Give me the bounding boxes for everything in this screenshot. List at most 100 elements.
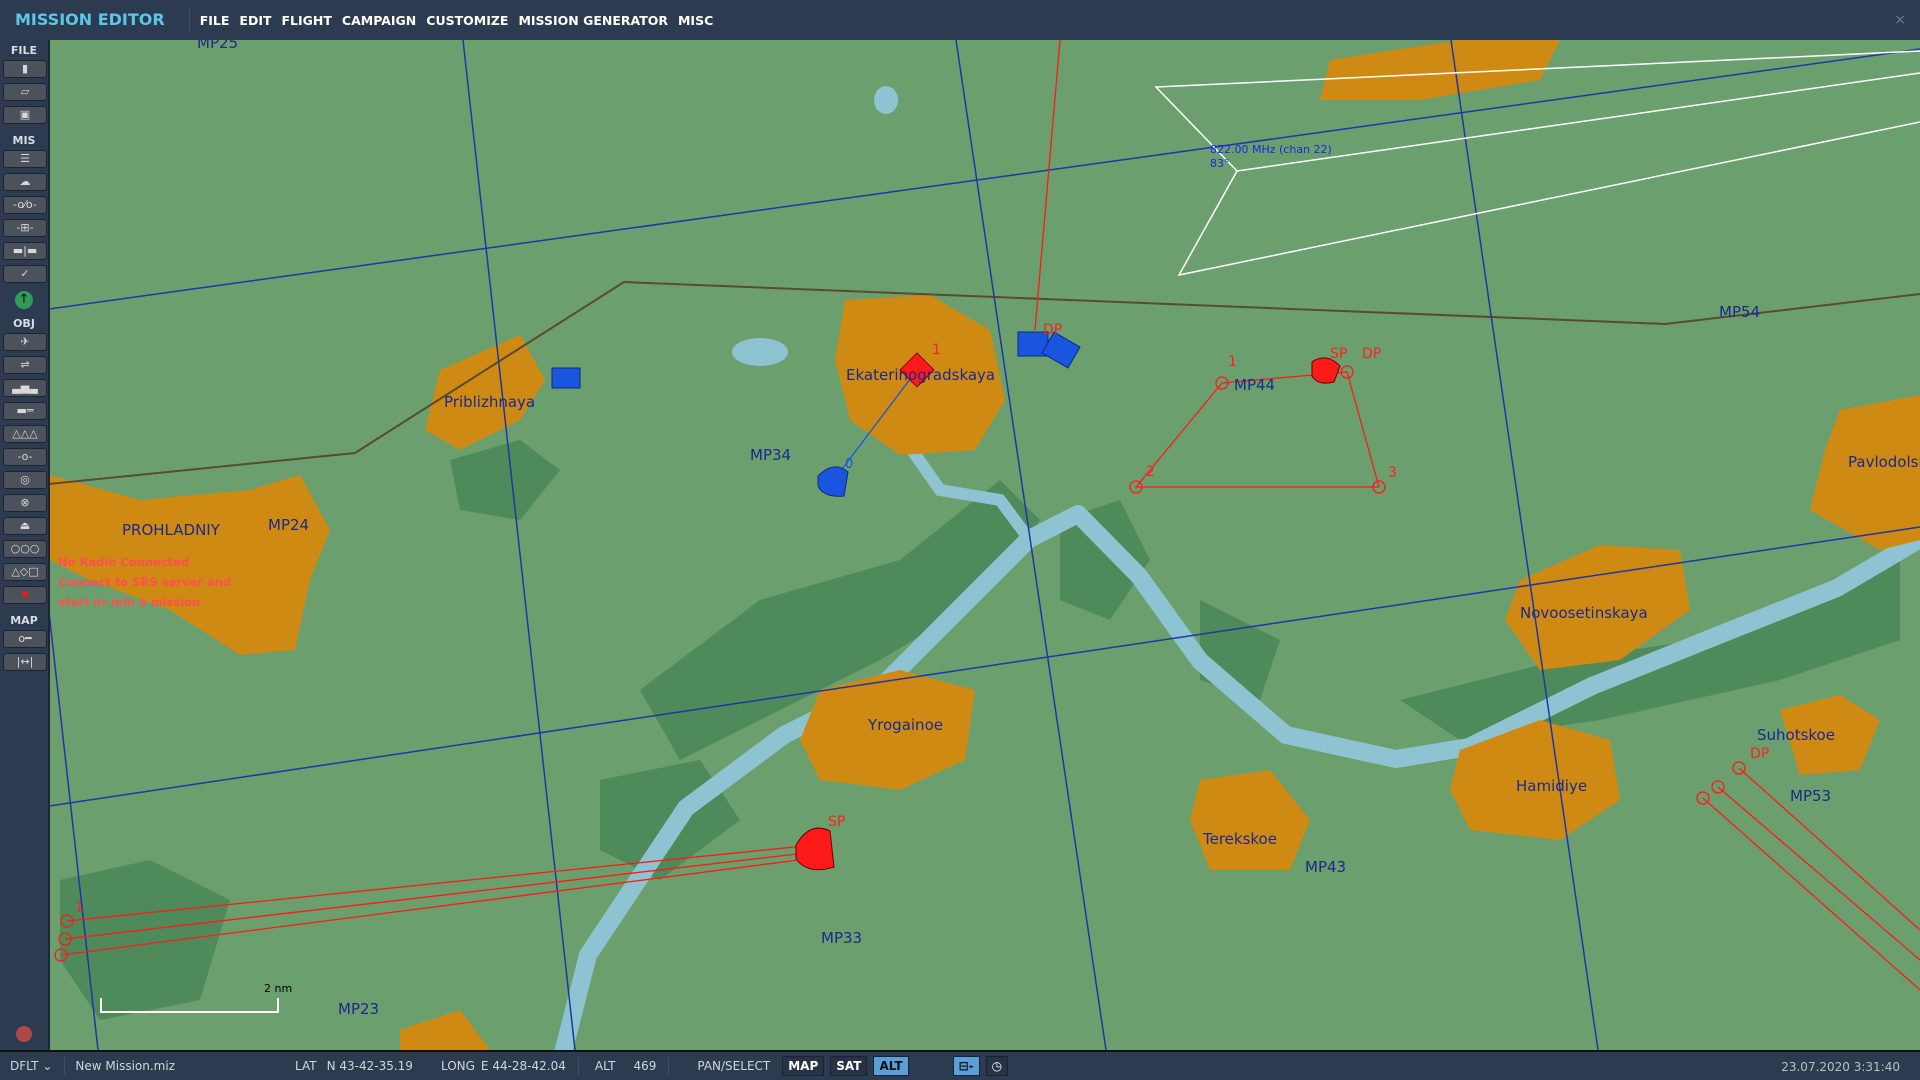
ship-icon[interactable]: ▃▅▃ [3,379,47,397]
menu-mission-generator[interactable]: MISSION GENERATOR [518,12,668,28]
section-file: FILE [10,44,38,57]
divider [577,1057,579,1075]
road [50,280,1920,485]
srs-line: Connect to SRS server and [58,575,232,589]
beacon-sector [1154,50,1920,277]
blue-unit[interactable] [817,466,849,497]
title-bar: MISSION EDITOR FILE EDIT FLIGHT CAMPAIGN… [0,0,1920,40]
alt-value: 469 [633,1059,657,1073]
menu-campaign[interactable]: CAMPAIGN [341,12,417,28]
label-mp44: MP44 [1234,376,1275,394]
sidebar: FILE ▮ ▱ ▣ MIS ☰ ☁ -o⁄o- -⊞- ▬|▬ ✓ ↑ OBJ… [0,40,50,1050]
lat-label: LAT [295,1059,317,1073]
srs-line: No Radio Connected [58,555,190,569]
divider [64,1057,66,1075]
lat-value: N 43-42-35.19 [326,1059,413,1073]
alt-mode-button[interactable]: ALT [873,1056,909,1076]
sat-mode-button[interactable]: SAT [830,1056,868,1076]
flag-icon[interactable]: ▬|▬ [3,242,47,260]
tank-icon[interactable]: ▬═ [3,402,47,420]
wp-label: 0 [845,457,853,472]
beacon-freq: 822.00 MHz (chan 22) [1210,143,1332,156]
label-mp43: MP43 [1305,858,1346,876]
profile-dropdown[interactable]: DFLT ⌄ [10,1059,52,1073]
clock-icon[interactable]: ◷ [985,1056,1009,1076]
section-mis: MIS [12,134,36,147]
label-mp33: MP33 [821,929,862,947]
template-icon[interactable]: ⏏ [3,517,47,535]
beacon-bearing: 83° [1210,157,1230,170]
blue-unit[interactable] [1041,331,1081,369]
section-map: MAP [10,614,38,627]
label-town: Priblizhnaya [444,393,535,411]
map-canvas[interactable]: 822.00 MHz (chan 22) 83° 1 2 3 SP DP DP … [50,40,1920,1050]
menu-edit[interactable]: EDIT [239,12,272,28]
menu-flight[interactable]: FLIGHT [281,12,332,28]
weather-icon[interactable]: ☁ [3,173,47,191]
label-town: Terekskoe [1202,830,1277,848]
key-icon[interactable]: o━ [3,630,47,648]
wp-label: SP [828,814,845,830]
wp-label: DP [1750,746,1769,762]
wp-label: 1 [75,900,84,916]
label-mp24: MP24 [268,516,309,534]
unit-filter-icon[interactable]: ⊟- [952,1056,980,1076]
waypoint-icon[interactable]: -o- [3,448,47,466]
mode-label: PAN/SELECT [697,1059,771,1073]
profile-value: DFLT [10,1059,39,1073]
label-mp54: MP54 [1719,303,1760,321]
helicopter-icon[interactable]: ⇌ [3,356,47,374]
menu-misc[interactable]: MISC [677,12,714,28]
red-routes [54,40,1920,991]
static-icon[interactable]: ⊗ [3,494,47,512]
wp-label: 1 [1228,354,1237,370]
red-unit[interactable] [795,827,835,871]
wp-label: 2 [1146,464,1155,480]
rings-icon[interactable]: ○○○ [3,540,47,558]
river [554,505,1920,1050]
delete-icon[interactable]: ✖ [3,586,47,604]
red-unit[interactable] [899,352,935,388]
label-town: Suhotskoe [1757,726,1835,744]
new-file-icon[interactable]: ▮ [3,60,47,78]
briefing-icon[interactable]: ☰ [3,150,47,168]
red-unit[interactable] [1311,357,1341,384]
airplane-icon[interactable]: ✈ [3,333,47,351]
app-title: MISSION EDITOR [0,8,190,32]
menu-customize[interactable]: CUSTOMIZE [426,12,509,28]
section-obj: OBJ [13,317,35,330]
zone-icon[interactable]: ◎ [3,471,47,489]
arrow-up-icon[interactable]: ↑ [15,291,33,309]
blue-route [832,369,918,482]
save-icon[interactable]: ▣ [3,106,47,124]
label-mp23: MP23 [338,1000,379,1018]
river-branch [900,436,1034,543]
label-town: PROHLADNIY [122,521,221,539]
menu-file[interactable]: FILE [199,12,230,28]
long-value: E 44-28-42.04 [480,1059,566,1073]
ruler-icon[interactable]: |↔| [3,653,47,671]
towns [50,40,1920,1050]
open-folder-icon[interactable]: ▱ [3,83,47,101]
label-mp34: MP34 [750,446,791,464]
close-button[interactable]: × [1894,12,1906,28]
units[interactable] [551,331,1341,871]
shapes-icon[interactable]: △◇□ [3,563,47,581]
map-mode-button[interactable]: MAP [782,1056,825,1076]
target-icon[interactable]: -⊞- [3,219,47,237]
scale-bar: 2 nm [100,982,292,1013]
forests [60,440,1900,1020]
label-town: Novoosetinskaya [1520,604,1648,622]
label-mp53: MP53 [1790,787,1831,805]
blue-unit[interactable] [551,367,581,389]
wp-label: 1 [932,342,941,358]
bridge-icon[interactable]: △△△ [3,425,47,443]
chevron-down-icon: ⌄ [42,1059,53,1073]
trigger-icon[interactable]: -o⁄o- [3,196,47,214]
map-labels: MP25 Priblizhnaya Ekaterinogradskaya MP3… [122,40,1920,1018]
wp-label: DP [1362,346,1381,362]
status-bar: DFLT ⌄ New Mission.miz LAT N 43-42-35.19… [0,1050,1920,1080]
check-icon[interactable]: ✓ [3,265,47,283]
datetime: 23.07.2020 3:31:40 [1781,1060,1900,1074]
record-icon[interactable] [16,1026,32,1042]
